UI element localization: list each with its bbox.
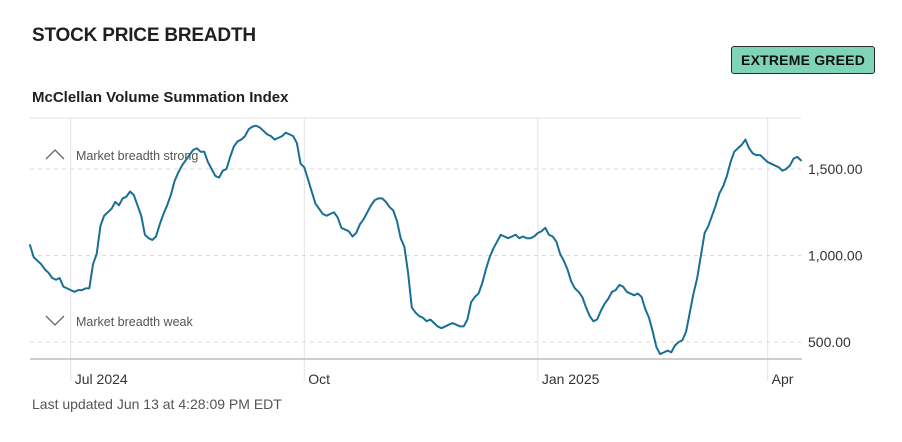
- x-tick-label: Jan 2025: [542, 371, 600, 387]
- y-tick-layer: 500.00 1,000.00 1,500.00: [808, 161, 863, 350]
- page-title: STOCK PRICE BREADTH: [32, 25, 256, 46]
- chevron-down-icon: [45, 315, 65, 326]
- x-tick-layer: Jul 2024 Oct Jan 2025 Apr: [75, 371, 794, 387]
- annotation-weak: Market breadth weak: [76, 315, 193, 329]
- x-tick-label: Oct: [308, 371, 330, 387]
- series-line: [29, 124, 802, 356]
- y-tick-label: 500.00: [808, 334, 851, 350]
- y-tick-label: 1,000.00: [808, 248, 863, 264]
- x-tick-label: Jul 2024: [75, 371, 128, 387]
- chevron-up-icon: [45, 149, 65, 160]
- sentiment-badge: EXTREME GREED: [731, 46, 875, 74]
- y-tick-label: 1,500.00: [808, 161, 863, 177]
- annotation-strong: Market breadth strong: [76, 149, 198, 163]
- x-tick-label: Apr: [772, 371, 794, 387]
- chart-title: McClellan Volume Summation Index: [32, 89, 289, 106]
- annotation-layer: Market breadth strong Market breadth wea…: [45, 149, 198, 329]
- last-updated: Last updated Jun 13 at 4:28:09 PM EDT: [32, 396, 282, 412]
